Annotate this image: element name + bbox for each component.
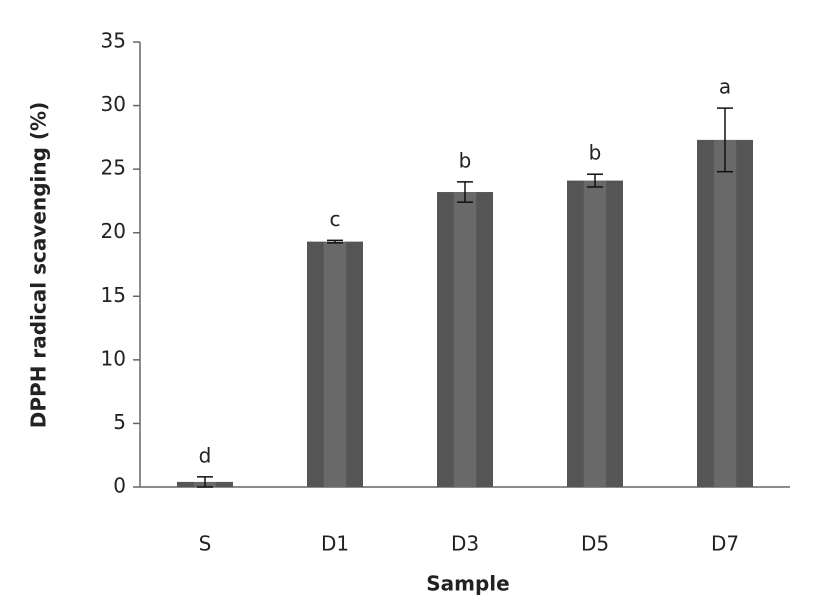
error-bar xyxy=(587,173,603,188)
y-axis-title: DPPH radical scavenging (%) xyxy=(27,102,51,428)
bar xyxy=(567,180,623,488)
y-tick-label: 25 xyxy=(101,156,126,180)
y-tick-label: 30 xyxy=(101,92,126,116)
bar-shade xyxy=(453,192,477,487)
error-bar xyxy=(717,107,733,173)
annotation: c xyxy=(330,207,341,231)
x-tick-label: D7 xyxy=(711,532,739,556)
y-tick-label: 35 xyxy=(101,29,126,53)
x-tick-label: D3 xyxy=(451,532,479,556)
bar-shade xyxy=(713,139,737,487)
y-tick-label: 0 xyxy=(113,474,126,498)
error-bar xyxy=(457,181,473,203)
bar-shade xyxy=(323,241,347,487)
y-tick-label: 15 xyxy=(101,283,126,307)
x-axis-title: Sample xyxy=(426,572,509,596)
y-tick-label: 5 xyxy=(113,410,126,434)
bar xyxy=(437,192,493,487)
bar xyxy=(697,139,753,487)
bar xyxy=(307,241,363,487)
y-tick-label: 20 xyxy=(101,219,126,243)
error-bar xyxy=(327,239,343,244)
annotation: b xyxy=(589,141,602,165)
x-tick-label: S xyxy=(199,532,212,556)
annotation: a xyxy=(719,75,731,99)
error-bar xyxy=(197,476,213,488)
annotation: b xyxy=(459,148,472,172)
x-tick-label: D1 xyxy=(321,532,349,556)
y-tick-label: 10 xyxy=(101,346,126,370)
bar-shade xyxy=(583,180,607,488)
annotation: d xyxy=(199,443,212,467)
x-tick-label: D5 xyxy=(581,532,609,556)
